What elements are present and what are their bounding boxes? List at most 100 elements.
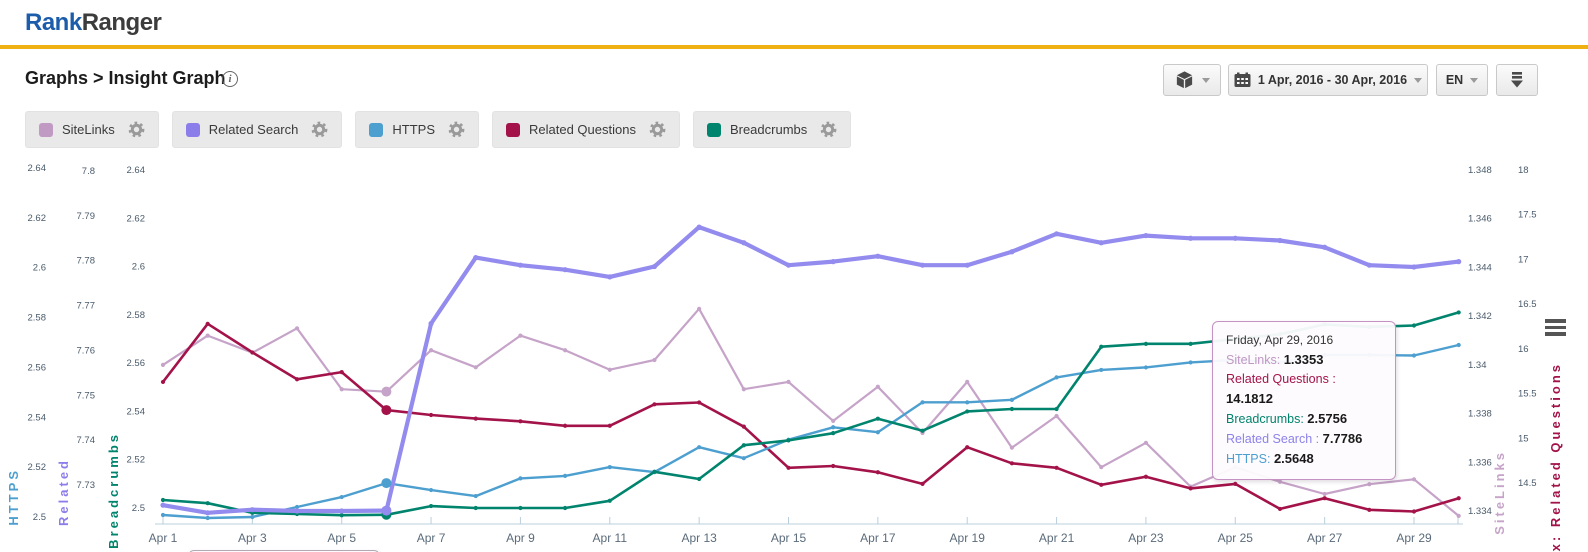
y-tick-label-https: 2.56 bbox=[28, 362, 47, 373]
y-tick-label-https: 2.6 bbox=[33, 263, 46, 274]
chevron-down-icon bbox=[1414, 77, 1423, 83]
y-tick-label-rq: 18 bbox=[1518, 165, 1529, 176]
gear-icon[interactable] bbox=[820, 121, 837, 138]
axis-title-https: HTTPS bbox=[6, 468, 21, 526]
marker-sitelinks-apr6 bbox=[381, 386, 392, 397]
y-tick-label-related: 7.79 bbox=[77, 211, 96, 222]
download-icon bbox=[1511, 72, 1523, 88]
y-tick-label-sitelinks: 1.342 bbox=[1468, 311, 1492, 322]
y-tick-label-related: 7.74 bbox=[77, 435, 96, 446]
legend-label: Related Questions bbox=[529, 122, 636, 137]
y-tick-label-rq: 17.5 bbox=[1518, 210, 1537, 221]
legend-label: HTTPS bbox=[392, 122, 435, 137]
series-related-questions[interactable] bbox=[160, 321, 1461, 514]
calendar-icon bbox=[1234, 72, 1251, 87]
y-tick-label-sitelinks: 1.336 bbox=[1468, 457, 1492, 468]
page-title: Graphs > Insight Graph bbox=[25, 68, 226, 88]
y-tick-label-https: 2.5 bbox=[33, 512, 46, 523]
gear-icon[interactable] bbox=[311, 121, 328, 138]
info-icon[interactable]: i bbox=[222, 71, 238, 87]
y-tick-label-rq: 15 bbox=[1518, 433, 1529, 444]
tooltip-row-sitelinks: SiteLinks: 1.3353 bbox=[1226, 352, 1324, 367]
gear-icon[interactable] bbox=[448, 121, 465, 138]
y-tick-label-related: 7.76 bbox=[77, 345, 96, 356]
marker-related-questions-apr6 bbox=[381, 405, 392, 416]
series-legend: SiteLinks Related Search HTTPS Related Q… bbox=[25, 111, 852, 148]
gold-divider bbox=[0, 45, 1588, 49]
language-button[interactable]: EN bbox=[1436, 64, 1488, 96]
legend-chip-related-search[interactable]: Related Search bbox=[171, 111, 343, 148]
legend-chip-related-questions[interactable]: Related Questions bbox=[492, 111, 680, 148]
legend-chip-breadcrumbs[interactable]: Breadcrumbs bbox=[692, 111, 852, 148]
download-button[interactable] bbox=[1496, 64, 1538, 96]
x-tick-label: Apr 29 bbox=[1396, 531, 1432, 545]
y-tick-label-https: 2.54 bbox=[28, 412, 47, 423]
tooltip-row-related-search: Related Search : 7.7786 bbox=[1226, 431, 1363, 446]
legend-chip-https[interactable]: HTTPS bbox=[355, 111, 479, 148]
cube-icon bbox=[1176, 71, 1193, 89]
x-tick-label: Apr 17 bbox=[860, 531, 896, 545]
x-tick-label: Apr 1 bbox=[149, 531, 178, 545]
y-tick-label-rq: 15.5 bbox=[1518, 389, 1537, 400]
y-tick-label-https: 2.52 bbox=[28, 462, 47, 473]
language-label: EN bbox=[1445, 73, 1464, 87]
marker-https-apr6 bbox=[381, 478, 392, 489]
y-tick-label-breadcrumbs: 2.58 bbox=[127, 310, 146, 321]
y-tick-label-https: 2.64 bbox=[28, 163, 47, 174]
tooltip-apr29: Friday, Apr 29, 2016 SiteLinks: 1.3353 R… bbox=[1212, 321, 1396, 480]
breadcrumbs-swatch bbox=[706, 122, 721, 137]
x-tick-label: Apr 19 bbox=[950, 531, 986, 545]
y-tick-label-sitelinks: 1.346 bbox=[1468, 214, 1492, 225]
legend-chip-sitelinks[interactable]: SiteLinks bbox=[25, 111, 159, 148]
axis-title-breadcrumbs: Breadcrumbs bbox=[106, 432, 121, 549]
related-search-swatch bbox=[185, 122, 200, 137]
x-tick-label: Apr 15 bbox=[771, 531, 807, 545]
y-tick-label-breadcrumbs: 2.54 bbox=[127, 406, 146, 417]
related-questions-swatch bbox=[506, 122, 520, 137]
chevron-down-icon bbox=[1202, 77, 1210, 83]
gear-icon[interactable] bbox=[128, 121, 145, 138]
axis-title-answer-box-related-questions: Answer Box: Related Questions bbox=[1548, 362, 1563, 552]
tooltip-row-related-questions: Related Questions : 14.1812 bbox=[1226, 372, 1336, 406]
y-tick-label-rq: 16 bbox=[1518, 344, 1529, 355]
product-selector-button[interactable] bbox=[1163, 64, 1221, 96]
x-tick-label: Apr 13 bbox=[681, 531, 717, 545]
y-tick-label-sitelinks: 1.344 bbox=[1468, 262, 1492, 273]
series-related-search[interactable] bbox=[160, 224, 1462, 516]
y-tick-label-rq: 16.5 bbox=[1518, 299, 1537, 310]
top-bar: RankRanger bbox=[0, 0, 1588, 45]
chart-export-menu-icon[interactable] bbox=[1545, 319, 1567, 337]
y-tick-label-rq: 17 bbox=[1518, 254, 1529, 265]
axis-title-sitelinks: SiteLinks bbox=[1492, 450, 1507, 535]
y-tick-label-https: 2.62 bbox=[28, 213, 47, 224]
date-range-label: 1 Apr, 2016 - 30 Apr, 2016 bbox=[1257, 73, 1408, 87]
x-tick-label: Apr 23 bbox=[1128, 531, 1164, 545]
y-tick-label-rq: 14.5 bbox=[1518, 478, 1537, 489]
x-tick-label: Apr 9 bbox=[506, 531, 535, 545]
marker-related-search-apr6 bbox=[381, 505, 392, 516]
y-tick-label-sitelinks: 1.348 bbox=[1468, 165, 1492, 176]
x-tick-label: Apr 11 bbox=[593, 531, 628, 545]
y-tick-label-related: 7.78 bbox=[77, 256, 96, 267]
https-swatch bbox=[369, 122, 384, 137]
y-tick-label-related: 7.77 bbox=[77, 301, 96, 312]
x-tick-label: Apr 21 bbox=[1039, 531, 1075, 545]
chevron-down-icon bbox=[1470, 77, 1479, 83]
y-tick-label-breadcrumbs: 2.5 bbox=[132, 503, 145, 514]
sitelinks-swatch bbox=[39, 122, 53, 137]
tooltip-date: Friday, Apr 29, 2016 bbox=[1226, 333, 1334, 347]
legend-label: Breadcrumbs bbox=[729, 122, 808, 137]
rankranger-logo[interactable]: RankRanger bbox=[25, 9, 162, 37]
y-tick-label-breadcrumbs: 2.64 bbox=[127, 165, 146, 176]
legend-label: Related Search bbox=[208, 122, 299, 137]
chart-canvas[interactable]: Apr 1 Apr 3 Apr 5 Apr 7 Apr 9 Apr 11 Apr 13 Apr… bbox=[0, 150, 1588, 552]
date-range-button[interactable]: 1 Apr, 2016 - 30 Apr, 2016 bbox=[1228, 64, 1428, 96]
insight-chart[interactable]: Apr 1 Apr 3 Apr 5 Apr 7 Apr 9 Apr 11 Apr 13 Apr… bbox=[0, 150, 1588, 552]
y-tick-label-breadcrumbs: 2.6 bbox=[132, 262, 145, 273]
x-tick-label: Apr 7 bbox=[417, 531, 446, 545]
x-tick-label: Apr 25 bbox=[1218, 531, 1254, 545]
x-tick-label: Apr 27 bbox=[1307, 531, 1343, 545]
y-tick-label-https: 2.58 bbox=[28, 313, 47, 324]
gear-icon[interactable] bbox=[649, 121, 666, 138]
y-tick-label-breadcrumbs: 2.56 bbox=[127, 358, 146, 369]
